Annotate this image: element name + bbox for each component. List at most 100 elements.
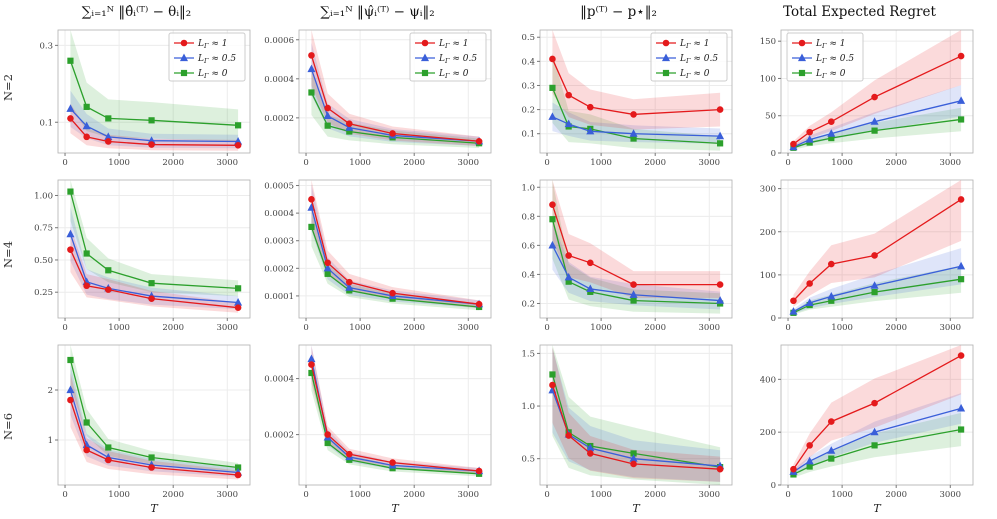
y-tick-label: 0.5 (521, 455, 535, 465)
data-point-marker (630, 297, 637, 304)
x-tick-label: 1000 (349, 490, 371, 500)
data-point-marker (475, 300, 483, 308)
plot-title-p-error: ‖p⁽ᵀ⁾ − p⋆‖₂ (580, 4, 657, 20)
data-point-marker (871, 399, 878, 407)
data-point-marker (308, 361, 315, 368)
subplot-canvas: 0 1000 2000 3000 0.5 1.0 1.5 T (521, 344, 733, 515)
y-tick-label: 0.25 (34, 288, 53, 298)
y-tick-label: 0.3 (39, 41, 53, 51)
subplot-canvas: 0 1000 2000 3000 0.1 0.2 0.3 0.4 0.5 LΓ ≈ 1 LΓ ≈ 0… (521, 29, 733, 168)
y-tick-label: 150 (760, 37, 776, 47)
y-tick-label: 0.0002 (264, 431, 294, 441)
data-point-marker (827, 291, 836, 300)
subplot-cell: ∑ᵢ₌₁ᴺ ‖θ̂ᵢ⁽ᵀ⁾ − θᵢ‖₂ 0 1000 2000 3000 0.1 0.3… (16, 2, 257, 172)
plot-background (58, 345, 250, 485)
data-point-marker (307, 64, 316, 73)
y-tick-label: 0.2 (521, 299, 535, 309)
data-point-marker (104, 286, 112, 293)
data-point-marker (806, 280, 813, 287)
row-label-n4: N=4 (1, 241, 15, 269)
subplot-canvas: 0 1000 2000 3000 0 200 400 T (760, 344, 974, 515)
data-point-marker (67, 188, 74, 195)
x-tick-label: 2000 (885, 323, 907, 333)
data-point-marker (789, 307, 798, 315)
x-tick-label: 2000 (644, 490, 666, 500)
x-tick-label: 0 (544, 158, 549, 168)
y-tick-label: 0.0004 (264, 209, 294, 219)
x-tick-label: 3000 (216, 323, 238, 333)
data-point-marker (389, 459, 396, 466)
x-tick-label: 1000 (590, 323, 612, 333)
x-tick-label: 2000 (644, 323, 666, 333)
x-tick-label: 2000 (403, 158, 425, 168)
x-tick-label: 0 (62, 490, 67, 500)
y-tick-label: 0.5 (521, 33, 535, 43)
x-tick-label: 2000 (162, 323, 184, 333)
data-point-marker (805, 456, 814, 465)
x-tick-label: 1000 (590, 158, 612, 168)
data-point-marker (548, 240, 557, 249)
plot-spines (298, 344, 492, 486)
plot-spines (298, 29, 492, 154)
legend-marker (798, 39, 806, 47)
y-tick-label: 1.5 (521, 349, 535, 359)
y-tick-label: 50 (765, 112, 776, 122)
x-tick-label: 1000 (349, 158, 371, 168)
x-tick-label: 0 (62, 323, 67, 333)
confidence-band (793, 30, 962, 147)
data-point-marker (66, 385, 75, 394)
subplot-cell: 0 1000 2000 3000 0 200 400 T (739, 337, 980, 515)
confidence-band (311, 180, 480, 309)
x-tick-label: 3000 (457, 490, 479, 500)
data-point-marker (565, 91, 572, 99)
x-tick-label: 0 (785, 158, 790, 168)
data-point-marker (475, 467, 483, 475)
plot-spines (780, 179, 974, 319)
x-tick-label: 3000 (457, 158, 479, 168)
y-tick-label: 0.8 (521, 212, 535, 222)
data-point-marker (549, 216, 556, 223)
confidence-band (70, 227, 239, 313)
data-point-marker (629, 290, 638, 298)
plot-spines (298, 179, 492, 319)
data-point-marker (148, 454, 155, 461)
confidence-band (793, 345, 962, 474)
data-point-marker (717, 140, 724, 147)
x-tick-label: 1000 (831, 490, 853, 500)
data-point-marker (549, 371, 556, 378)
legend-label: LΓ ≈ 0 (438, 69, 469, 80)
x-tick-label: 2000 (885, 490, 907, 500)
x-tick-label: 0 (62, 158, 67, 168)
data-point-marker (105, 444, 112, 451)
data-point-marker (790, 465, 797, 473)
subplot-canvas: 0 1000 2000 3000 0.1 0.3 LΓ ≈ 1 LΓ ≈ 0.5 LΓ ≈ 0 (39, 29, 251, 168)
data-point-marker (827, 446, 836, 454)
x-axis-label: T (150, 502, 159, 515)
data-point-marker (564, 119, 573, 128)
confidence-band (793, 180, 962, 307)
y-tick-label: 200 (760, 428, 776, 438)
x-tick-label: 3000 (698, 323, 720, 333)
y-tick-label: 0.0004 (264, 75, 294, 85)
confidence-band (552, 345, 721, 485)
data-point-marker (83, 250, 90, 257)
x-tick-label: 2000 (162, 490, 184, 500)
x-tick-label: 1000 (108, 158, 130, 168)
data-point-marker (806, 128, 813, 136)
legend-label: LΓ ≈ 1 (815, 39, 846, 50)
data-point-marker (827, 260, 835, 268)
data-point-marker (586, 126, 595, 135)
x-tick-label: 2000 (885, 158, 907, 168)
data-point-marker (870, 281, 879, 289)
legend-label: LΓ ≈ 0.5 (679, 54, 718, 65)
y-tick-label: 0.3 (521, 81, 535, 91)
y-tick-label: 0.0002 (264, 114, 294, 124)
y-tick-label: 1.0 (521, 183, 535, 193)
subplot-canvas: 0 1000 2000 3000 0.2 0.4 0.6 0.8 1.0 (521, 179, 733, 333)
data-point-marker (806, 463, 813, 470)
confidence-band (552, 180, 721, 314)
y-tick-label: 400 (760, 375, 776, 385)
subplot-cell: 0 1000 2000 3000 1 2 T (16, 337, 257, 515)
data-point-marker (148, 280, 155, 287)
subplot-canvas: 0 1000 2000 3000 0 50 100 150 LΓ ≈ 1 LΓ ≈ 0.5 LΓ ≈… (760, 29, 974, 168)
